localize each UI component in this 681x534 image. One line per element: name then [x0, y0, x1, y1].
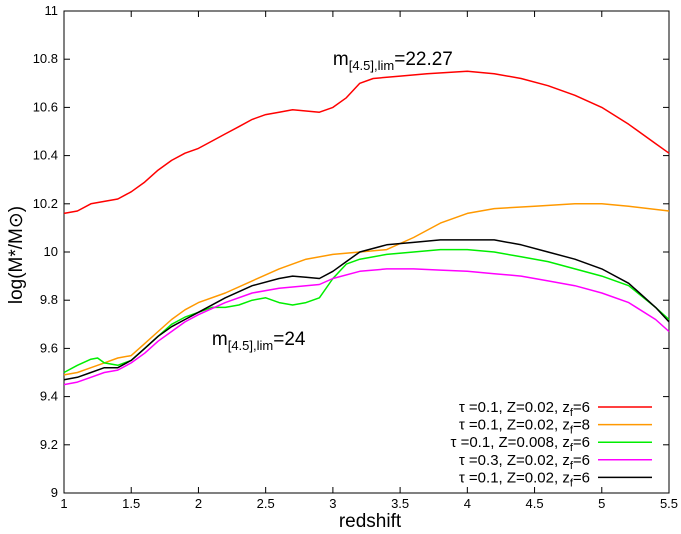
y-axis-label: log(M*/M⊙) [6, 206, 27, 304]
legend-label-0: τ =0.1, Z=0.02, zf=6 [459, 399, 590, 419]
y-tick-label: 10.8 [33, 51, 58, 66]
y-tick-label: 9.2 [40, 437, 58, 452]
y-tick-label: 11 [45, 3, 59, 18]
y-tick-label: 10 [44, 244, 58, 259]
x-tick-label: 4.5 [526, 496, 544, 511]
x-tick-label: 2 [195, 496, 202, 511]
legend-label-1: τ =0.1, Z=0.02, zf=8 [459, 417, 590, 437]
series-line-2 [63, 248, 670, 374]
axis-ticks: 1 1.5 2 2.5 3 3.5 4 4.5 5 5.5 9 9.2 9.4 9.6 9.8 10 10.2 1… [33, 3, 678, 511]
x-tick-label: 1 [60, 496, 67, 511]
y-tick-label: 10.4 [33, 148, 58, 163]
legend-label-4: τ =0.1, Z=0.02, zf=6 [459, 469, 590, 489]
legend: τ =0.1, Z=0.02, zf=6τ =0.1, Z=0.02, zf=8… [450, 399, 652, 489]
x-tick-label: 3.5 [391, 496, 409, 511]
y-tick-label: 10.6 [33, 99, 58, 114]
x-axis-label: redshift [339, 511, 402, 532]
series-line-1 [63, 203, 670, 376]
y-tick-label: 9.8 [40, 292, 58, 307]
x-tick-label: 3 [329, 496, 336, 511]
x-tick-label: 1.5 [122, 496, 140, 511]
series-line-0 [63, 70, 670, 215]
series-line-3 [63, 268, 670, 386]
x-tick-label: 5.5 [660, 496, 678, 511]
y-tick-label: 9 [51, 485, 58, 500]
annotation-1: m[4.5],lim=24 [212, 329, 306, 353]
annotations: m[4.5],lim=22.27 m[4.5],lim=24 [212, 49, 453, 353]
x-tick-label: 4 [464, 496, 471, 511]
annotation-0: m[4.5],lim=22.27 [333, 49, 453, 73]
legend-label-2: τ =0.1, Z=0.008, zf=6 [450, 434, 590, 454]
x-tick-label: 2.5 [257, 496, 275, 511]
y-tick-label: 9.6 [40, 340, 58, 355]
legend-label-3: τ =0.3, Z=0.02, zf=6 [459, 452, 590, 472]
y-tick-label: 9.4 [40, 389, 58, 404]
series-line-4 [63, 239, 670, 381]
series-lines [63, 70, 670, 386]
y-tick-label: 10.2 [33, 196, 58, 211]
x-tick-label: 5 [598, 496, 605, 511]
